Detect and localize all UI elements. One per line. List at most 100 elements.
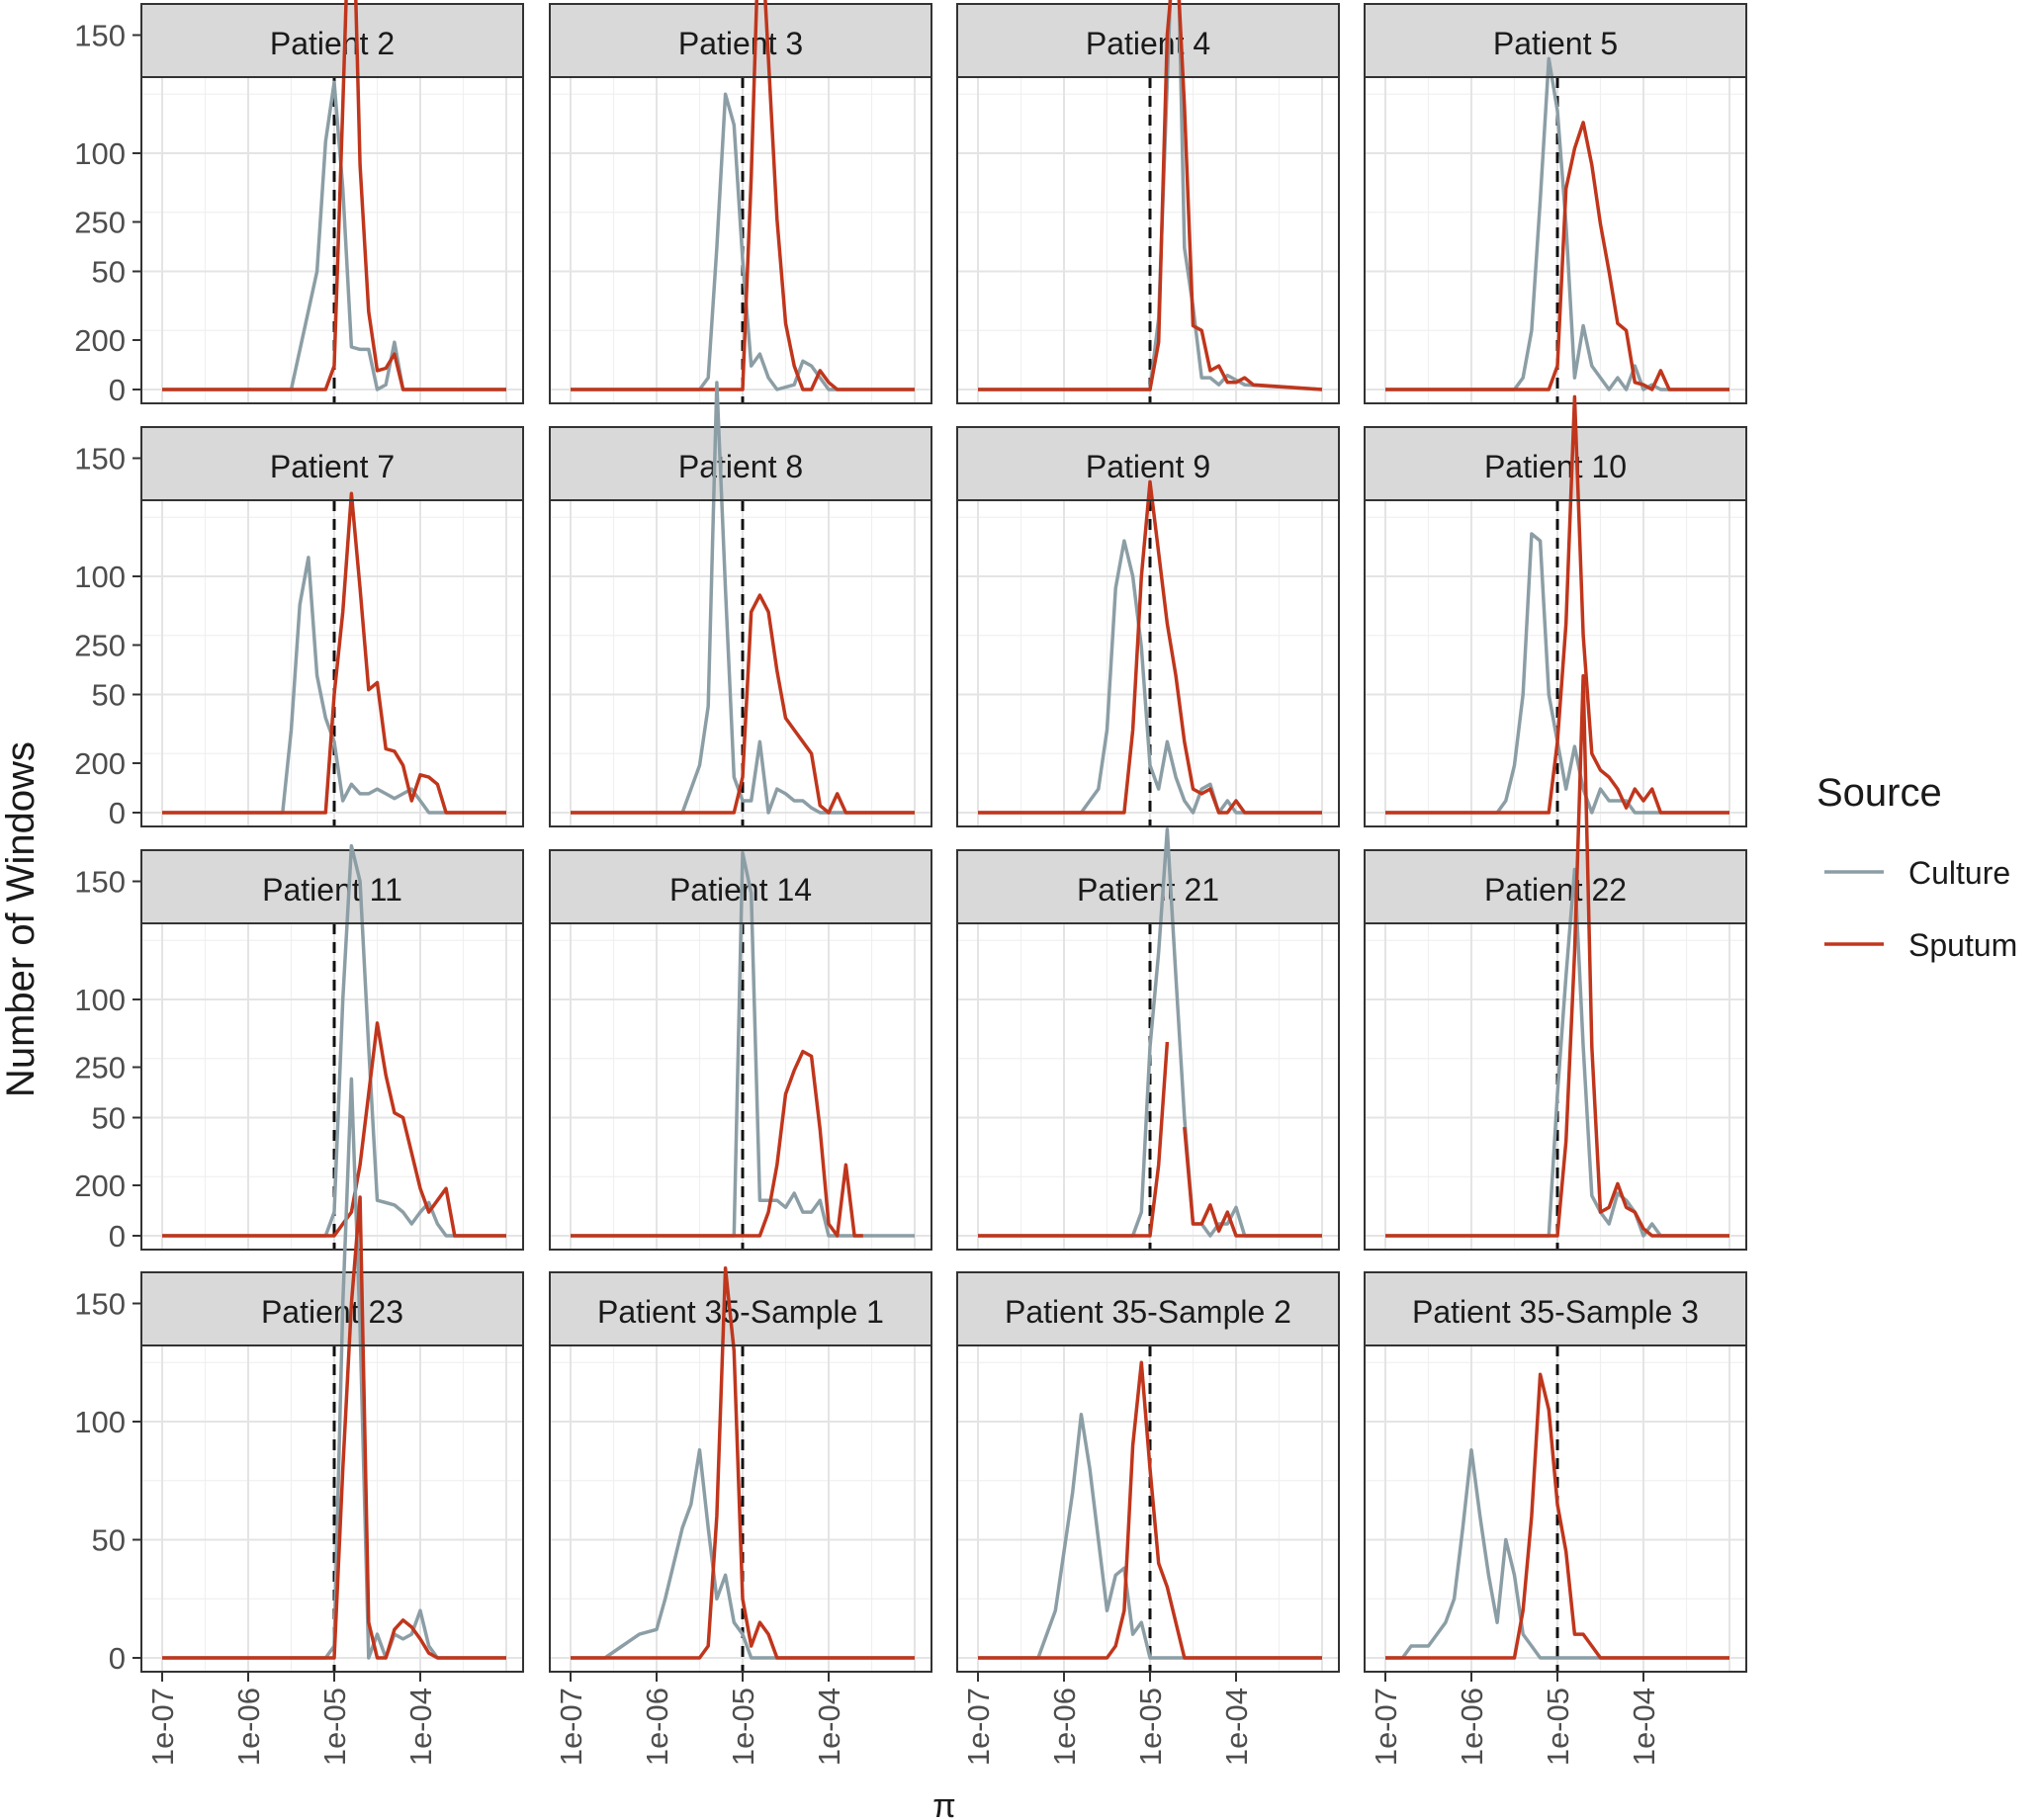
facet-strip [549, 426, 932, 501]
y-tick-label: 0 [109, 1219, 126, 1254]
series-line-sputum [162, 1021, 506, 1238]
facet-title: Patient 10 [1484, 449, 1627, 484]
x-tick-label: 1e-07 [1369, 1688, 1403, 1766]
facet-6: Patient 8 [549, 381, 932, 827]
facet-title: Patient 23 [261, 1294, 403, 1330]
facet-10: Patient 14 [549, 849, 932, 1251]
facet-9: Patient 11 0 50 100 150 200 250 [74, 629, 524, 1254]
facet-strip [140, 849, 524, 924]
y-tick-label: 50 [92, 678, 126, 713]
x-tick-label: 1e-04 [812, 1688, 846, 1766]
panel-border [1364, 1344, 1747, 1673]
y-axis-title: Number of Windows [0, 741, 43, 1097]
series-line-sputum [571, 1265, 915, 1660]
series-line-sputum [1385, 673, 1729, 1238]
panel-border [140, 499, 524, 827]
plot-area [1365, 77, 1746, 403]
plot-area [957, 77, 1339, 403]
y-tick-label: 150 [74, 442, 126, 477]
x-tick-label: 1e-04 [1627, 1688, 1661, 1766]
plot-area [550, 500, 931, 826]
plot-area [1365, 1345, 1746, 1672]
plot-area [1365, 923, 1746, 1250]
facet-16: Patient 35-Sample 3 [1364, 1271, 1747, 1673]
facet-title: Patient 7 [270, 449, 395, 484]
facet-strip [1364, 3, 1747, 78]
facet-title: Patient 5 [1493, 26, 1618, 61]
plot-area [141, 923, 523, 1250]
y-tick-label: 0 [109, 1641, 126, 1676]
x-axes: 1e-07 1e-06 1e-05 1e-04 1e-07 1e-06 1e-05 1e-04… [145, 1672, 1661, 1766]
facet-14: Patient 35-Sample 1 [549, 1265, 932, 1673]
series-line-culture [162, 80, 506, 391]
y-tick-label: 250 [74, 629, 126, 663]
x-axis-title: π [932, 1787, 955, 1820]
legend-title: Source [1816, 771, 1942, 815]
facet-title: Patient 4 [1086, 26, 1210, 61]
facet-4: Patient 5 [1364, 3, 1747, 404]
facet-11: Patient 21 [956, 827, 1340, 1251]
facet-title: Patient 9 [1086, 449, 1210, 484]
series-line-culture [162, 1077, 506, 1660]
panel-border [140, 922, 524, 1251]
facet-title: Patient 2 [270, 26, 395, 61]
series-line-culture [571, 381, 915, 815]
y-tick-label: 200 [74, 1169, 126, 1203]
y-tick-label: 50 [92, 1523, 126, 1558]
series-line-sputum [978, 479, 1322, 815]
y-tick-label: 150 [74, 19, 126, 53]
facet-strip [1364, 426, 1747, 501]
legend-label-sputum: Sputum [1908, 927, 2017, 963]
series-line-sputum [978, 0, 1323, 391]
x-tick-label: 1e-05 [726, 1688, 760, 1766]
x-tick-label: 1e-04 [1219, 1688, 1254, 1766]
series-line-culture [1385, 1447, 1729, 1660]
facet-strip [956, 849, 1340, 924]
facet-title: Patient 35-Sample 1 [597, 1294, 884, 1330]
facet-title: Patient 35-Sample 2 [1005, 1294, 1291, 1330]
facet-1: Patient 2 0 50 100 150 200 250 [74, 0, 524, 407]
facet-title: Patient 8 [678, 449, 803, 484]
plot-area [141, 1345, 523, 1672]
facet-panels: Patient 2 0 50 100 150 200 250 Patient 3 Patient… [74, 0, 1747, 1676]
facet-strip [956, 3, 1340, 78]
series-line-culture [978, 1413, 1322, 1660]
facet-strip [549, 3, 932, 78]
facet-title: Patient 22 [1484, 872, 1627, 908]
series-line-culture [978, 539, 1322, 815]
panel-border [140, 1344, 524, 1673]
x-tick-label: 1e-04 [403, 1688, 438, 1766]
panel-border [956, 1344, 1340, 1673]
facet-13: Patient 23 0 50 100 150 200 250 [74, 1051, 524, 1676]
y-tick-label: 0 [109, 796, 126, 830]
plot-area [957, 1345, 1339, 1672]
series-line-culture [571, 1447, 915, 1660]
series-line-culture [571, 851, 915, 1238]
y-tick-label: 50 [92, 1101, 126, 1136]
y-tick-label: 100 [74, 136, 126, 171]
series-line-sputum [1385, 1372, 1729, 1660]
facet-title: Patient 35-Sample 3 [1412, 1294, 1699, 1330]
facet-title: Patient 3 [678, 26, 803, 61]
series-line-sputum [162, 1195, 506, 1660]
x-tick-label: 1e-05 [1541, 1688, 1575, 1766]
facet-12: Patient 22 [1364, 673, 1747, 1251]
y-tick-label: 200 [74, 746, 126, 781]
panel-border [549, 499, 932, 827]
panel-border [956, 499, 1340, 827]
panel-border [1364, 499, 1747, 827]
panel-border [1364, 76, 1747, 404]
plot-area [957, 500, 1339, 826]
facet-3: Patient 4 [956, 0, 1340, 404]
legend: Source Culture Sputum [1816, 771, 2017, 963]
y-tick-label: 50 [92, 255, 126, 290]
facet-strip [140, 1271, 524, 1346]
panel-border [549, 76, 932, 404]
x-tick-label: 1e-05 [317, 1688, 352, 1766]
gridlines [957, 1345, 1339, 1672]
y-tick-label: 0 [109, 373, 126, 407]
series-line-sputum [162, 0, 506, 391]
y-tick-label: 100 [74, 560, 126, 594]
series-line-sputum [571, 1049, 863, 1238]
x-tick-label: 1e-07 [961, 1688, 996, 1766]
